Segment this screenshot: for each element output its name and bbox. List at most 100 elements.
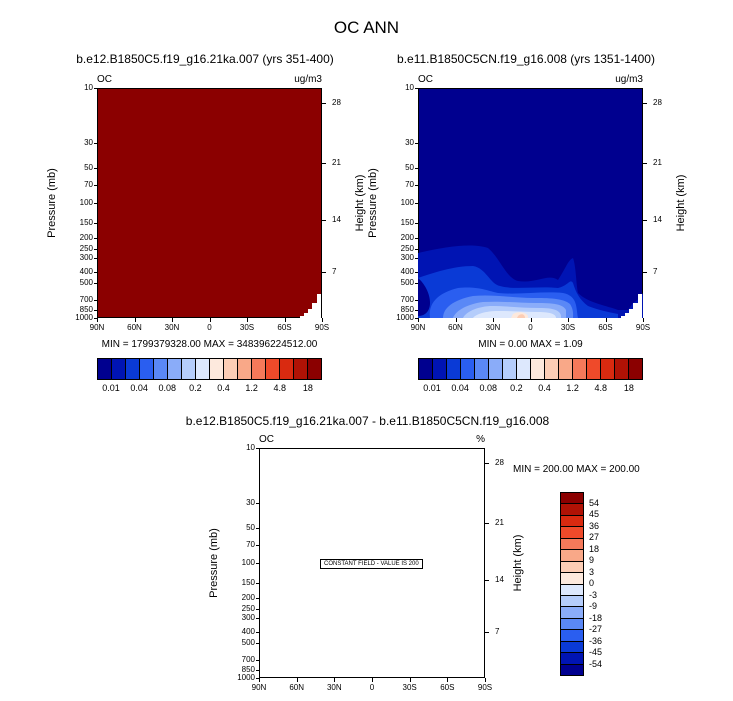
x-tick-label: 60S xyxy=(277,323,292,332)
panel1-missing-region xyxy=(300,294,321,318)
panel1-plot xyxy=(97,88,322,318)
x-tick-mark xyxy=(455,318,457,322)
y-tick-label: 50 xyxy=(246,523,255,533)
colorbar-tick-label: 0.01 xyxy=(423,383,441,393)
x-tick-mark xyxy=(334,678,336,682)
height-tick-label: 7 xyxy=(332,267,337,277)
panel3-minmax: MIN = 200.00 MAX = 200.00 xyxy=(513,464,640,475)
y-tick-label: 10 xyxy=(405,83,414,92)
colorbar-tick-label: -3 xyxy=(589,589,598,600)
panel1-units: ug/m3 xyxy=(294,74,322,85)
x-tick-label: 30N xyxy=(326,683,342,692)
x-tick-label: 60S xyxy=(440,683,455,692)
colorbar-tick-label: 0.04 xyxy=(130,383,148,393)
colorbar-swatch xyxy=(460,358,475,380)
height-tick-label: 21 xyxy=(495,518,504,528)
y-tick-label: 400 xyxy=(241,627,255,637)
y-tick-label: 30 xyxy=(405,137,414,147)
x-tick-label: 60N xyxy=(289,683,304,692)
x-tick-mark xyxy=(372,678,373,682)
colorbar-swatch xyxy=(167,358,182,380)
y-tick-label: 400 xyxy=(400,267,414,277)
y-tick-mark xyxy=(94,248,97,250)
y-tick-mark xyxy=(94,318,97,319)
y-tick-mark xyxy=(415,185,418,187)
y-tick-mark xyxy=(94,185,97,187)
y-tick-mark xyxy=(94,168,97,170)
colorbar-tick-label: 45 xyxy=(589,509,600,519)
x-tick-mark xyxy=(568,318,569,322)
y-tick-mark xyxy=(256,678,259,679)
colorbar-tick-label: -9 xyxy=(589,601,598,611)
colorbar-tick-label: 0.4 xyxy=(538,383,551,393)
colorbar-swatch xyxy=(488,358,503,380)
y-tick-mark xyxy=(256,643,259,645)
x-tick-label: 30N xyxy=(164,323,180,332)
x-tick-label: 60N xyxy=(448,323,463,332)
y-tick-label: 100 xyxy=(400,198,414,207)
panel2-units: ug/m3 xyxy=(615,74,643,85)
colorbar-swatch xyxy=(572,358,587,380)
panel3-ylabel: Pressure (mb) xyxy=(208,528,220,598)
height-tick-label: 7 xyxy=(653,267,658,277)
y-tick-mark xyxy=(94,237,97,239)
height-tick-mark xyxy=(485,462,489,464)
x-tick-mark xyxy=(209,318,211,322)
panel1-minmax: MIN = 1799379328.00 MAX = 348396224512.0… xyxy=(101,339,318,350)
y-tick-mark xyxy=(415,248,418,250)
colorbar-swatch xyxy=(558,358,573,380)
x-tick-mark xyxy=(247,318,248,322)
panel3-ylabel-right: Height (km) xyxy=(512,534,524,592)
y-tick-mark xyxy=(415,272,418,274)
colorbar-swatch xyxy=(600,358,615,380)
y-tick-mark xyxy=(415,237,418,239)
colorbar-swatch xyxy=(293,358,308,380)
colorbar-tick-label: 4.8 xyxy=(594,383,608,393)
x-tick-mark xyxy=(643,318,644,322)
colorbar-tick-label: 0.2 xyxy=(510,383,523,393)
x-tick-label: 30S xyxy=(560,323,576,332)
y-tick-mark xyxy=(415,142,418,144)
panel3-var-label: OC xyxy=(259,434,274,445)
colorbar-tick-label: 0.01 xyxy=(102,383,120,393)
x-tick-mark xyxy=(259,678,260,682)
colorbar-tick-label: 18 xyxy=(302,383,313,393)
y-tick-label: 500 xyxy=(241,638,255,648)
colorbar-tick-label: -27 xyxy=(589,624,603,634)
colorbar-swatch xyxy=(474,358,489,380)
x-tick-mark xyxy=(296,678,298,682)
y-tick-mark xyxy=(94,309,97,311)
colorbar-swatch xyxy=(307,358,322,380)
y-tick-label: 100 xyxy=(79,198,93,207)
x-tick-mark xyxy=(409,678,411,682)
panel1-var-label: OC xyxy=(97,74,112,85)
y-tick-mark xyxy=(94,272,97,274)
y-tick-label: 850 xyxy=(79,304,93,314)
y-tick-label: 1000 xyxy=(396,313,414,322)
colorbar-swatch xyxy=(502,358,517,380)
y-tick-mark xyxy=(256,528,259,530)
colorbar-tick-label: -54 xyxy=(589,658,603,669)
colorbar-swatch xyxy=(125,358,140,380)
colorbar-tick-label: -45 xyxy=(589,647,603,657)
colorbar-swatch xyxy=(209,358,224,380)
x-tick-mark xyxy=(134,318,136,322)
colorbar-swatch xyxy=(97,358,112,380)
colorbar-tick-label: 3 xyxy=(589,566,595,577)
colorbar-tick-label: 0.08 xyxy=(479,383,498,393)
height-tick-mark xyxy=(485,632,489,634)
panel2-colorbar xyxy=(418,358,643,380)
y-tick-mark xyxy=(256,448,259,449)
y-tick-label: 30 xyxy=(84,137,93,147)
y-tick-label: 850 xyxy=(400,304,414,314)
figure-title: OC ANN xyxy=(333,18,400,37)
x-tick-mark xyxy=(322,318,323,322)
y-tick-label: 200 xyxy=(241,592,255,602)
x-tick-mark xyxy=(97,318,98,322)
y-tick-label: 150 xyxy=(79,218,93,228)
colorbar-tick-label: 18 xyxy=(589,543,600,554)
y-tick-mark xyxy=(94,223,97,225)
colorbar-swatch xyxy=(279,358,294,380)
panel2-ylabel: Pressure (mb) xyxy=(367,168,379,238)
y-tick-label: 250 xyxy=(79,243,93,253)
